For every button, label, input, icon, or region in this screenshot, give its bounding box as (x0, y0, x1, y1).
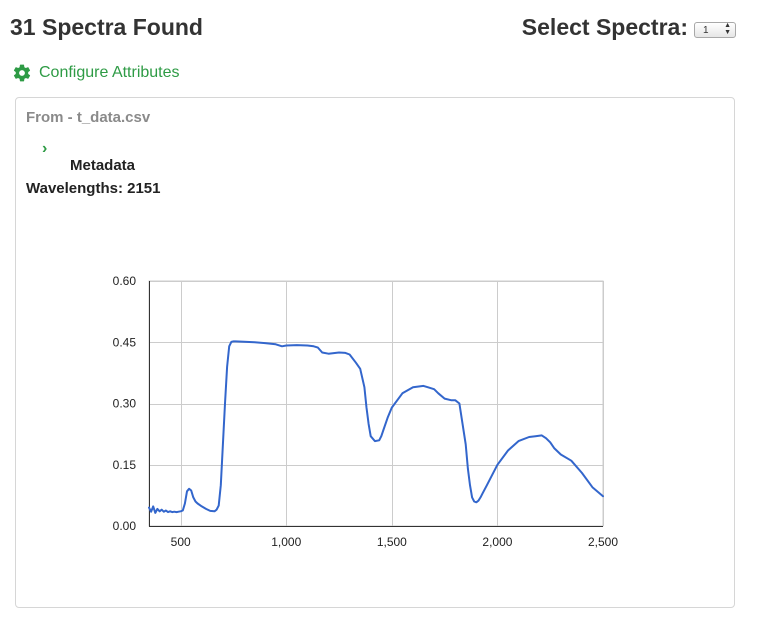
x-tick-label: 500 (171, 535, 191, 549)
panel-title: From - t_data.csv (26, 109, 151, 126)
gear-icon (13, 64, 31, 82)
x-tick-label: 1,000 (271, 535, 301, 549)
spectrum-panel: From - t_data.csv › Metadata Wavelengths… (15, 97, 735, 608)
configure-attributes-link[interactable]: Configure Attributes (12, 63, 180, 83)
chart-tick-labels: 500 1,000 1,500 2,000 2,500 0.00 0.15 0.30 0.45 0… (113, 274, 619, 549)
y-tick-label: 0.60 (113, 274, 137, 288)
plot-frame (148, 280, 604, 527)
wavelengths-count: Wavelengths: 2151 (26, 180, 161, 197)
y-tick-label: 0.30 (113, 397, 137, 411)
updown-arrows-icon: ▲ ▼ (724, 21, 731, 36)
x-tick-label: 2,000 (482, 535, 512, 549)
x-tick-label: 1,500 (377, 535, 407, 549)
select-spectra-label: Select Spectra: (521, 14, 688, 40)
chart-axes (149, 281, 603, 527)
select-spectra-dropdown[interactable]: 1 ▲ ▼ (694, 21, 736, 38)
select-spectra-control: Select Spectra: 1 ▲ ▼ (522, 14, 736, 41)
metadata-toggle-label[interactable]: Metadata (70, 157, 136, 174)
chevron-right-icon[interactable]: › (42, 140, 48, 157)
series-line (148, 340, 604, 514)
configure-attributes-label: Configure Attributes (39, 64, 180, 81)
chart-grid (148, 280, 604, 527)
chart-series (148, 340, 604, 514)
x-tick-label: 2,500 (588, 535, 618, 549)
page-title: 31 Spectra Found (10, 14, 203, 40)
select-spectra-value: 1 (703, 24, 709, 36)
y-tick-label: 0.45 (113, 335, 137, 349)
y-tick-label: 0.15 (113, 458, 137, 472)
y-tick-label: 0.00 (113, 519, 137, 533)
